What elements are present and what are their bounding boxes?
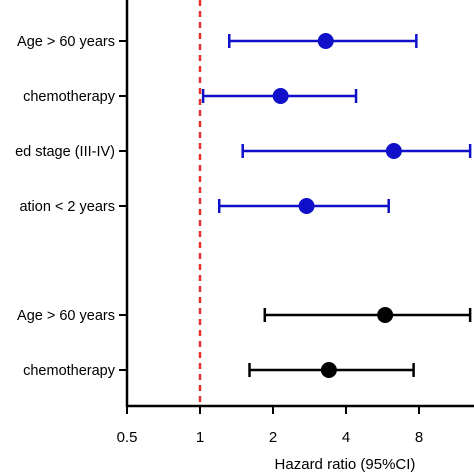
row-label: ed stage (III-IV) [15, 144, 115, 160]
hazard-ratio-point [317, 33, 334, 49]
x-tick-label: 1 [196, 429, 204, 446]
x-tick-label: 8 [415, 429, 423, 446]
row-label: ation < 2 years [19, 199, 115, 215]
estimate-row [201, 88, 358, 104]
row-label: chemotherapy [23, 89, 116, 105]
estimate-row [217, 198, 390, 214]
row-label: chemotherapy [23, 363, 116, 379]
hazard-ratio-point [320, 362, 337, 378]
x-tick-label: 0.5 [117, 429, 138, 446]
x-tick-label: 2 [269, 429, 277, 446]
hazard-ratio-point [385, 143, 402, 159]
x-axis-ticks: 0.5 1 2 4 8 [117, 406, 423, 446]
estimate-row [263, 307, 472, 323]
estimate-row [241, 143, 472, 159]
row-labels: Age > 60 years chemotherapy ed stage (III-… [15, 34, 127, 379]
x-axis-title: Hazard ratio (95%CI) [275, 456, 416, 473]
x-tick-label: 4 [342, 429, 350, 446]
row-label: Age > 60 years [17, 308, 115, 324]
estimate-row [227, 33, 418, 49]
hazard-ratio-point [377, 307, 394, 323]
row-label: Age > 60 years [17, 34, 115, 50]
estimates-layer [201, 33, 472, 378]
axes [125, 0, 474, 408]
hazard-ratio-point [272, 88, 289, 104]
estimate-row [248, 362, 415, 378]
hazard-ratio-point [298, 198, 315, 214]
